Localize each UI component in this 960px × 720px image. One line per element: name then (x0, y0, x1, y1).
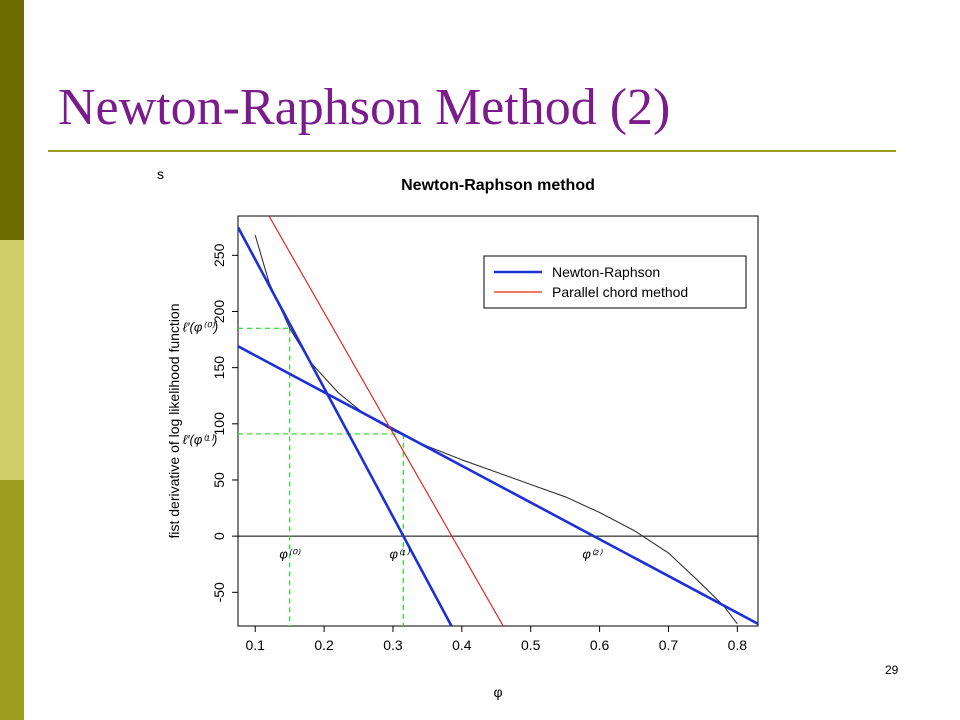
plot-frame (237, 215, 759, 627)
sidebar-accent-light (0, 240, 24, 480)
tangent-line-2 (238, 345, 758, 625)
sidebar-accent-dark (0, 0, 24, 240)
x-axis-label: φ (493, 684, 502, 700)
chart-title: Newton-Raphson method (401, 177, 595, 194)
newton-raphson-chart: Newton-Raphson method 0.1 0.2 0.3 0.4 0.5 0.6… (166, 177, 759, 700)
page-number: 29 (885, 663, 899, 677)
tangent-line-1 (238, 226, 453, 626)
y-tick-label-0: -50 (211, 582, 227, 602)
y-tick-label-1: 0 (211, 532, 227, 540)
legend-label-0: Newton-Raphson (552, 264, 660, 280)
y-tick-label-6: 250 (211, 243, 227, 267)
legend-label-1: Parallel chord method (552, 284, 688, 300)
y-tick-label-5: 200 (211, 300, 227, 324)
annotation-3: φ⁽¹⁾ (390, 547, 411, 562)
legend (483, 255, 747, 309)
x-tick-label-1: 0.2 (314, 637, 334, 653)
x-tick-label-2: 0.3 (383, 637, 403, 653)
x-tick-label-4: 0.5 (521, 637, 541, 653)
slide-title: Newton-Raphson Method (2) (58, 79, 671, 136)
annotation-2: φ⁽⁰⁾ (279, 547, 301, 562)
annotation-1: ℓ′(φ⁽¹⁾) (183, 432, 218, 447)
y-tick-label-3: 100 (211, 412, 227, 436)
y-tick-label-2: 50 (211, 472, 227, 488)
x-tick-label-0: 0.1 (245, 637, 265, 653)
chord-line-3 (268, 216, 504, 626)
stray-label: s (157, 166, 164, 182)
x-tick-label-3: 0.4 (452, 637, 472, 653)
annotation-0: ℓ′(φ⁽⁰⁾) (183, 320, 218, 335)
y-tick-label-4: 150 (211, 356, 227, 380)
annotation-4: φ⁽²⁾ (582, 547, 603, 562)
x-tick-label-5: 0.6 (590, 637, 610, 653)
x-tick-label-6: 0.7 (659, 637, 679, 653)
title-underline (48, 150, 896, 152)
sidebar-accent-mid (0, 480, 24, 720)
x-tick-label-7: 0.8 (728, 637, 748, 653)
y-axis-label: fist derivative of log likelihood functi… (166, 303, 182, 538)
plot-area (238, 216, 758, 626)
